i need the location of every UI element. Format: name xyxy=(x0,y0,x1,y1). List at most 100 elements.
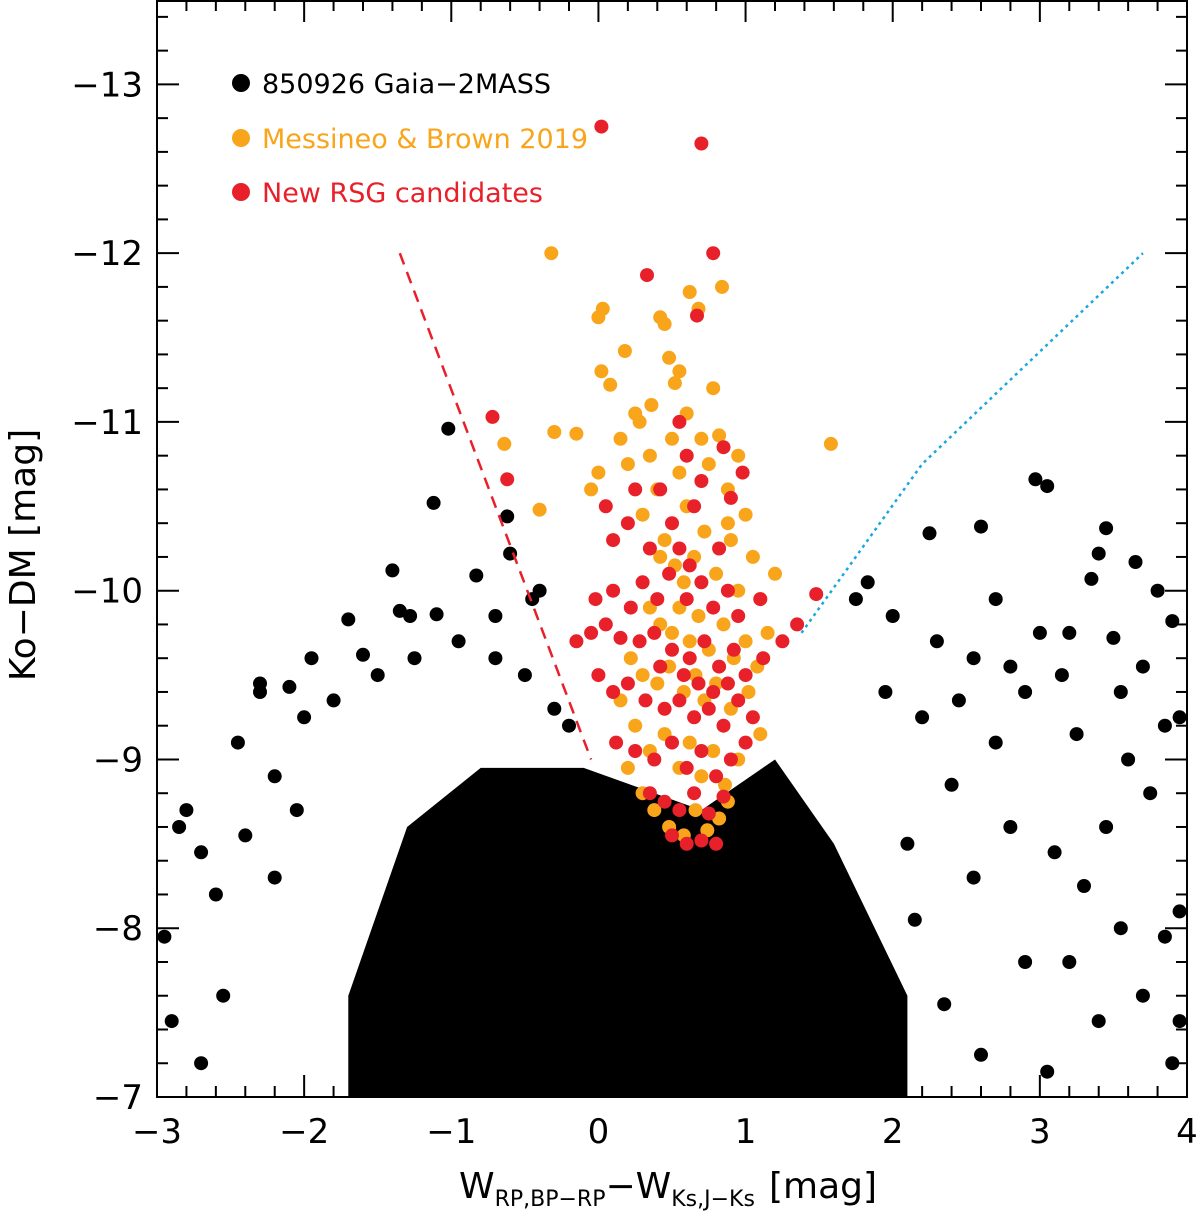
point-series-2 xyxy=(620,676,635,691)
point-series-2 xyxy=(738,735,753,750)
point-series-0 xyxy=(1062,955,1077,969)
point-series-0 xyxy=(451,634,466,649)
point-series-2 xyxy=(687,499,702,514)
point-series-1 xyxy=(706,744,721,758)
point-series-2 xyxy=(569,634,584,649)
point-series-0 xyxy=(1099,820,1114,834)
point-series-2 xyxy=(642,541,657,556)
x-tick-label: 4 xyxy=(1176,1112,1198,1152)
point-series-2 xyxy=(687,786,702,801)
point-series-1 xyxy=(701,457,716,472)
point-series-0 xyxy=(1018,685,1033,699)
point-series-0 xyxy=(1084,571,1099,586)
point-series-0 xyxy=(426,495,441,510)
point-series-1 xyxy=(594,364,609,379)
point-series-2 xyxy=(613,630,628,645)
point-series-2 xyxy=(653,659,668,674)
point-series-0 xyxy=(208,887,223,902)
point-series-1 xyxy=(682,634,697,649)
point-series-0 xyxy=(216,988,231,1003)
point-series-0 xyxy=(407,651,422,666)
point-series-2 xyxy=(809,587,824,602)
point-series-0 xyxy=(1091,1014,1106,1029)
y-tick-label: −12 xyxy=(71,234,143,274)
point-series-0 xyxy=(1165,614,1180,629)
point-series-1 xyxy=(720,516,735,531)
point-series-1 xyxy=(745,549,760,564)
point-series-2 xyxy=(697,634,712,649)
point-series-1 xyxy=(665,431,679,446)
point-series-2 xyxy=(591,668,606,683)
point-series-2 xyxy=(647,625,662,640)
point-series-2 xyxy=(679,760,694,775)
point-series-0 xyxy=(1040,1064,1055,1079)
point-series-0 xyxy=(1135,659,1150,674)
y-tick-label: −9 xyxy=(93,740,143,780)
point-series-0 xyxy=(469,568,484,583)
point-series-0 xyxy=(488,651,503,666)
point-series-1 xyxy=(657,317,672,331)
point-series-1 xyxy=(738,634,753,649)
point-series-1 xyxy=(723,533,738,548)
dense-black-cloud xyxy=(348,759,908,1097)
point-series-1 xyxy=(672,465,687,480)
x-label-unit: [mag] xyxy=(769,1166,877,1207)
point-series-0 xyxy=(974,1047,988,1062)
point-series-1 xyxy=(688,803,703,818)
point-series-1 xyxy=(628,718,643,733)
point-series-1 xyxy=(653,549,668,564)
point-series-2 xyxy=(738,668,753,683)
point-series-1 xyxy=(635,507,650,522)
point-series-0 xyxy=(282,679,297,694)
x-tick-label: −2 xyxy=(279,1112,329,1152)
point-series-2 xyxy=(731,693,746,708)
point-series-1 xyxy=(682,285,697,299)
point-series-1 xyxy=(718,777,732,792)
point-series-2 xyxy=(790,617,805,632)
point-series-2 xyxy=(665,735,679,750)
point-series-2 xyxy=(682,558,697,573)
point-series-1 xyxy=(697,524,712,539)
point-series-2 xyxy=(598,499,613,514)
point-series-2 xyxy=(676,668,691,683)
point-series-2 xyxy=(735,465,750,480)
point-series-0 xyxy=(937,997,952,1012)
point-series-1 xyxy=(632,414,647,429)
point-series-0 xyxy=(1003,659,1018,674)
data-points xyxy=(157,421,1187,1079)
legend-label-rsg: New RSG candidates xyxy=(262,178,543,209)
point-series-0 xyxy=(172,820,187,834)
point-series-0 xyxy=(1099,521,1114,536)
point-series-2 xyxy=(628,744,643,758)
legend-marker-messineo xyxy=(232,129,250,147)
point-series-2 xyxy=(672,693,687,708)
y-tick-label: −7 xyxy=(93,1078,143,1118)
point-series-1 xyxy=(731,583,746,598)
point-series-2 xyxy=(709,836,724,851)
point-series-0 xyxy=(1172,904,1187,919)
reference-line-dashed xyxy=(398,252,593,760)
point-series-2 xyxy=(694,136,709,151)
x-axis-ticks: −3 −2 −1 0 1 2 3 4 xyxy=(132,0,1198,1152)
y-tick-label: −8 xyxy=(93,909,143,949)
point-series-0 xyxy=(860,575,875,590)
point-series-2 xyxy=(650,592,665,607)
point-series-1 xyxy=(595,301,610,316)
point-series-0 xyxy=(304,651,319,666)
point-series-2 xyxy=(706,246,721,261)
plot-frame xyxy=(156,0,1188,1098)
series-0 xyxy=(157,421,1187,1079)
point-series-1 xyxy=(741,685,756,699)
point-series-2 xyxy=(679,592,694,607)
point-series-2 xyxy=(745,710,760,725)
y-axis-label: Ko−DM [mag] xyxy=(3,429,44,681)
x-tick-label: 2 xyxy=(882,1112,904,1152)
point-series-0 xyxy=(267,870,282,885)
point-series-2 xyxy=(672,414,687,429)
point-series-0 xyxy=(1157,929,1172,944)
point-series-2 xyxy=(606,533,621,548)
point-series-2 xyxy=(665,828,679,843)
point-series-2 xyxy=(690,308,704,323)
x-label-w1: W xyxy=(459,1166,495,1207)
point-series-1 xyxy=(700,823,715,838)
